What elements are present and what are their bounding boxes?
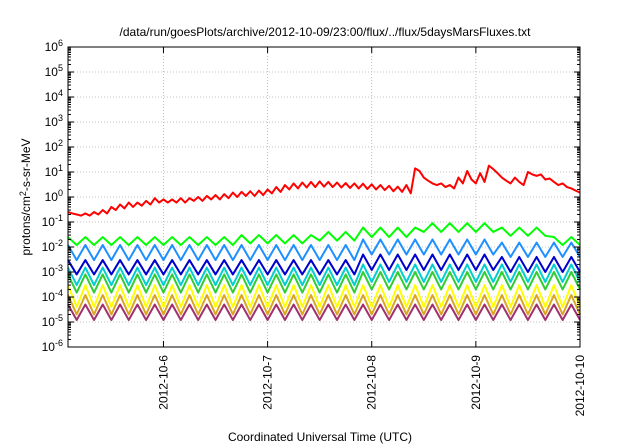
y-tick-label: 106 xyxy=(45,38,63,54)
x-tick-label: 2012-10-7 xyxy=(261,355,275,410)
series-line xyxy=(67,271,581,294)
series-line xyxy=(67,164,581,217)
y-tick-exponent: -2 xyxy=(55,238,63,248)
series-layer xyxy=(67,164,581,322)
x-tick-label: 2012-10-6 xyxy=(156,355,170,410)
y-tick-base: 10 xyxy=(45,65,59,79)
y-tick-label: 10-5 xyxy=(42,313,63,329)
y-axis-label-sup: 2 xyxy=(18,191,28,196)
series-line xyxy=(67,303,581,322)
y-tick-exponent: 4 xyxy=(58,88,63,98)
y-tick-base: 10 xyxy=(45,115,59,129)
x-tick-label: 2012-10-9 xyxy=(469,355,483,410)
y-tick-base: 10 xyxy=(45,190,59,204)
y-tick-exponent: -4 xyxy=(55,288,63,298)
y-tick-exponent: -3 xyxy=(55,263,63,273)
y-tick-exponent: 1 xyxy=(58,163,63,173)
y-tick-label: 101 xyxy=(45,163,63,179)
y-axis-label-prefix: protons/cm xyxy=(19,196,33,255)
y-tick-base: 10 xyxy=(45,165,59,179)
y-tick-label: 10-1 xyxy=(42,213,63,229)
grid xyxy=(68,47,580,347)
y-tick-base: 10 xyxy=(42,215,56,229)
y-tick-exponent: 6 xyxy=(58,38,63,48)
y-tick-base: 10 xyxy=(42,290,56,304)
y-tick-label: 104 xyxy=(45,88,63,104)
y-tick-exponent: 3 xyxy=(58,113,63,123)
y-tick-base: 10 xyxy=(45,40,59,54)
y-tick-label: 105 xyxy=(45,63,63,79)
y-tick-base: 10 xyxy=(42,315,56,329)
y-tick-label: 10-2 xyxy=(42,238,63,254)
y-tick-base: 10 xyxy=(45,90,59,104)
y-axis-label: protons/cm2-s-sr-MeV xyxy=(18,138,33,255)
x-tick-label: 2012-10-8 xyxy=(365,355,379,410)
y-tick-base: 10 xyxy=(42,340,56,354)
series-line xyxy=(67,253,581,276)
series-line xyxy=(67,263,581,287)
series-line xyxy=(67,222,581,247)
y-tick-exponent: 0 xyxy=(58,188,63,198)
y-tick-exponent: -5 xyxy=(55,313,63,323)
y-tick-base: 10 xyxy=(42,265,56,279)
y-tick-label: 10-4 xyxy=(42,288,63,304)
series-line xyxy=(67,238,581,262)
x-axis-label: Coordinated Universal Time (UTC) xyxy=(228,430,412,444)
y-tick-base: 10 xyxy=(45,140,59,154)
y-tick-label: 100 xyxy=(45,188,63,204)
y-tick-label: 10-6 xyxy=(42,338,63,354)
x-tick-label: 2012-10-10 xyxy=(573,355,587,417)
y-tick-label: 10-3 xyxy=(42,263,63,279)
y-tick-exponent: -1 xyxy=(55,213,63,223)
y-tick-exponent: -6 xyxy=(55,338,63,348)
y-tick-label: 103 xyxy=(45,113,63,129)
y-tick-base: 10 xyxy=(42,240,56,254)
series-line xyxy=(67,284,581,308)
y-tick-exponent: 5 xyxy=(58,63,63,73)
y-tick-label: 102 xyxy=(45,138,63,154)
axis-ticks: 10-610-510-410-310-210-11001011021031041… xyxy=(42,38,587,416)
series-line xyxy=(67,294,581,316)
chart-title: /data/run/goesPlots/archive/2012-10-09/2… xyxy=(120,25,532,39)
y-axis-label-suffix: -s-sr-MeV xyxy=(19,138,33,191)
y-tick-exponent: 2 xyxy=(58,138,63,148)
